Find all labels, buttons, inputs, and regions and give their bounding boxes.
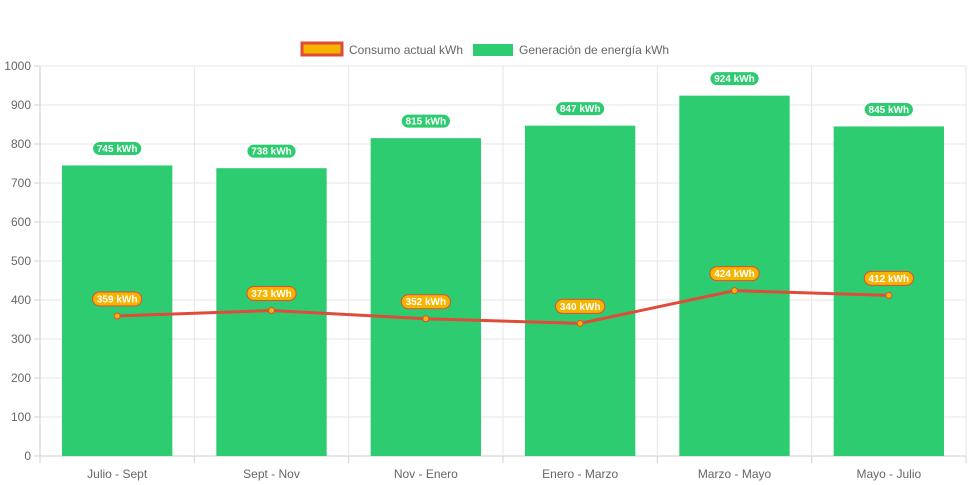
x-tick-label: Mayo - Julio: [856, 467, 921, 481]
data-label-badge: [863, 101, 914, 117]
data-label-text: 359 kWh: [97, 294, 138, 305]
line-series-consumo: [113, 287, 893, 327]
data-label-text: 815 kWh: [406, 117, 447, 128]
bar-data-label: 924 kWh: [709, 71, 760, 87]
data-label-text: 738 kWh: [251, 147, 292, 158]
legend-swatch-generacion: [473, 44, 513, 56]
line-data-label: 359 kWh: [92, 291, 143, 307]
y-tick-label: 900: [11, 98, 31, 112]
y-tick-label: 800: [11, 137, 31, 151]
y-tick-label: 500: [11, 254, 31, 268]
legend-item-generacion[interactable]: Generación de energía kWh: [473, 43, 669, 57]
data-label-badge: [709, 71, 760, 87]
data-label-text: 845 kWh: [869, 105, 910, 116]
y-tick-label: 0: [24, 449, 31, 463]
bar-data-label: 745 kWh: [92, 140, 143, 156]
bar-data-label: 847 kWh: [555, 101, 606, 117]
data-label-text: 847 kWh: [560, 104, 601, 115]
line-point[interactable]: [268, 307, 275, 315]
data-label-text: 745 kWh: [97, 144, 138, 155]
y-tick-label: 300: [11, 332, 31, 346]
y-tick-label: 100: [11, 410, 31, 424]
bar[interactable]: [524, 125, 636, 457]
series-line: [117, 289, 889, 325]
x-tick-label: Sept - Nov: [243, 467, 300, 481]
axes: 0 100 200 300 400 500 600 700 800 900 1000 Julio - …: [4, 59, 967, 481]
data-label-badge: [246, 286, 297, 302]
bar[interactable]: [833, 126, 945, 456]
legend-label-generacion: Generación de energía kWh: [519, 43, 669, 57]
data-label-text: 352 kWh: [406, 297, 447, 308]
line-data-label: 373 kWh: [246, 286, 297, 302]
data-label-badge: [863, 270, 914, 286]
legend-swatch-consumo: [300, 41, 344, 57]
data-label-badge: [555, 101, 606, 117]
legend-item-consumo[interactable]: Consumo actual kWh: [300, 41, 463, 57]
y-tick-label: 600: [11, 215, 31, 229]
line-data-label: 340 kWh: [555, 298, 606, 314]
line-point[interactable]: [731, 287, 738, 295]
data-label-badge: [400, 113, 451, 129]
bar-data-label: 738 kWh: [246, 143, 297, 159]
data-label-badge: [92, 291, 143, 307]
data-label-badge: [246, 143, 297, 159]
line-point[interactable]: [576, 319, 584, 327]
x-tick-label: Nov - Enero: [394, 467, 458, 481]
y-tick-label: 200: [11, 371, 31, 385]
line-data-label: 424 kWh: [709, 266, 760, 282]
data-label-badge: [709, 266, 760, 282]
grid: [39, 65, 967, 457]
data-label-text: 424 kWh: [714, 269, 755, 280]
bar-series-generacion: [61, 95, 945, 457]
data-label-text: 373 kWh: [251, 289, 292, 300]
y-tick-label: 700: [11, 176, 31, 190]
data-label-text: 340 kWh: [560, 302, 601, 313]
line-data-label: 412 kWh: [863, 270, 914, 286]
legend[interactable]: Consumo actual kWh Generación de energía…: [300, 41, 669, 57]
x-tick-label: Marzo - Mayo: [698, 467, 772, 481]
line-point[interactable]: [885, 291, 893, 299]
bar-data-label: 815 kWh: [400, 113, 451, 129]
y-tick-label: 400: [11, 293, 31, 307]
y-tick-label: 1000: [4, 59, 31, 73]
data-label-badge: [555, 298, 606, 314]
legend-label-consumo: Consumo actual kWh: [349, 43, 463, 57]
line-point[interactable]: [113, 312, 121, 320]
line-point[interactable]: [422, 315, 430, 323]
x-tick-label: Enero - Marzo: [542, 467, 618, 481]
data-label-text: 412 kWh: [869, 274, 910, 285]
line-data-label: 352 kWh: [400, 294, 451, 310]
bar-data-label: 845 kWh: [863, 101, 914, 117]
data-label-badge: [92, 140, 143, 156]
data-label-text: 924 kWh: [714, 74, 755, 85]
data-label-badge: [400, 294, 451, 310]
data-labels: 745 kWh 738 kWh 815 kWh 847 kWh 924 kWh 845 k…: [92, 71, 914, 314]
x-tick-label: Julio - Sept: [87, 467, 148, 481]
bar[interactable]: [61, 165, 173, 456]
